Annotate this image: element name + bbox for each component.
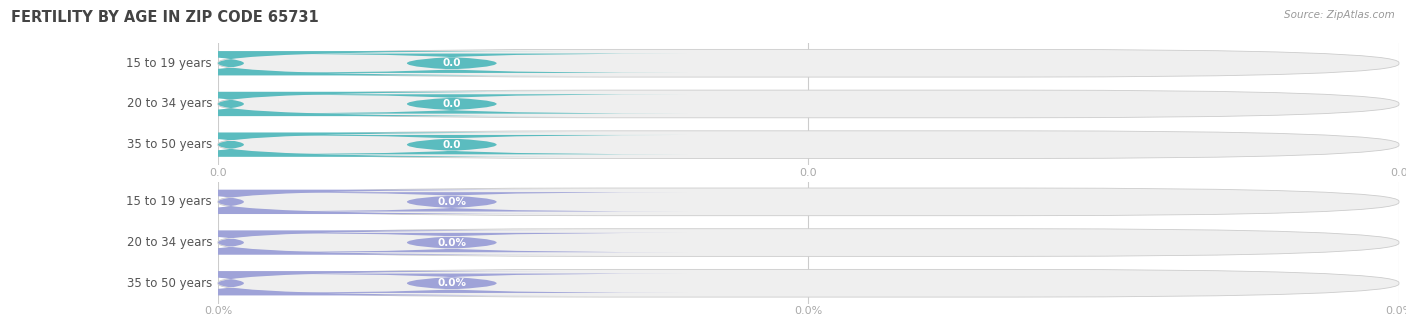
FancyBboxPatch shape	[0, 92, 571, 116]
FancyBboxPatch shape	[0, 51, 571, 76]
FancyBboxPatch shape	[218, 229, 1399, 256]
FancyBboxPatch shape	[218, 269, 1399, 297]
FancyBboxPatch shape	[218, 131, 1399, 158]
FancyBboxPatch shape	[0, 230, 571, 255]
Text: Source: ZipAtlas.com: Source: ZipAtlas.com	[1284, 10, 1395, 20]
FancyBboxPatch shape	[0, 132, 571, 157]
FancyBboxPatch shape	[218, 188, 1399, 216]
Text: 0.0: 0.0	[443, 58, 461, 68]
FancyBboxPatch shape	[215, 274, 688, 293]
FancyBboxPatch shape	[215, 192, 688, 212]
FancyBboxPatch shape	[215, 135, 688, 154]
Text: FERTILITY BY AGE IN ZIP CODE 65731: FERTILITY BY AGE IN ZIP CODE 65731	[11, 10, 319, 25]
Text: 35 to 50 years: 35 to 50 years	[127, 277, 212, 290]
Text: 20 to 34 years: 20 to 34 years	[127, 236, 212, 249]
FancyBboxPatch shape	[218, 90, 1399, 118]
FancyBboxPatch shape	[218, 50, 1399, 77]
Text: 0.0: 0.0	[443, 140, 461, 149]
FancyBboxPatch shape	[215, 94, 688, 114]
FancyBboxPatch shape	[215, 53, 688, 73]
FancyBboxPatch shape	[215, 233, 688, 252]
Text: 0.0: 0.0	[443, 99, 461, 109]
Text: 35 to 50 years: 35 to 50 years	[127, 138, 212, 151]
Text: 15 to 19 years: 15 to 19 years	[127, 57, 212, 70]
Text: 15 to 19 years: 15 to 19 years	[127, 195, 212, 208]
FancyBboxPatch shape	[0, 271, 571, 295]
FancyBboxPatch shape	[0, 190, 571, 214]
Text: 0.0%: 0.0%	[437, 197, 467, 207]
Text: 0.0%: 0.0%	[437, 278, 467, 288]
Text: 0.0%: 0.0%	[437, 238, 467, 248]
Text: 20 to 34 years: 20 to 34 years	[127, 97, 212, 111]
